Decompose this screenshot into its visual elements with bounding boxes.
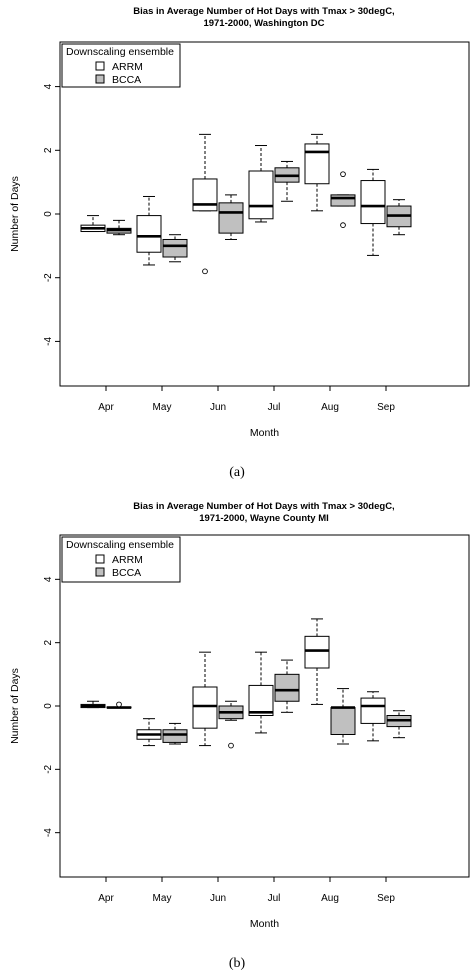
x-tick-label-apr: Apr	[98, 893, 114, 904]
box-arrm-apr	[80, 215, 106, 233]
box-iqr	[304, 635, 330, 669]
x-axis-label: Month	[250, 918, 279, 930]
box-iqr	[248, 684, 274, 717]
legend-frame	[61, 43, 181, 88]
figure-caption: (a)	[229, 465, 245, 480]
legend-label-bcca: BCCA	[112, 74, 141, 86]
box-bcca-sep	[386, 199, 412, 236]
box-bcca-apr	[106, 219, 132, 236]
chart-title-line-2: 1971-2000, Wayne County MI	[199, 513, 329, 524]
legend-frame	[61, 536, 181, 583]
x-tick-label-jun: Jun	[210, 402, 226, 413]
legend-swatch-bcca	[95, 74, 105, 84]
box-arrm-aug	[304, 618, 330, 705]
box-iqr	[304, 143, 330, 185]
x-tick-label-aug: Aug	[321, 893, 339, 904]
box-arrm-jun	[192, 133, 218, 275]
box-bcca-aug	[330, 171, 356, 228]
box-iqr	[360, 180, 386, 225]
box-bcca-aug	[330, 688, 356, 745]
x-tick-label-may: May	[153, 402, 172, 413]
box-bcca-apr	[106, 701, 132, 709]
outlier-point	[340, 222, 346, 228]
figure-caption: (b)	[229, 956, 246, 971]
x-tick-label-sep: Sep	[377, 893, 395, 904]
y-tick-label: -2	[43, 273, 54, 282]
chart-title-line-1: Bias in Average Number of Hot Days with …	[133, 501, 394, 512]
chart-title-line-2: 1971-2000, Washington DC	[203, 18, 324, 29]
box-iqr	[330, 707, 356, 735]
chart-panel-1: Bias in Average Number of Hot Days with …	[9, 6, 470, 480]
box-bcca-jun	[218, 194, 244, 240]
y-tick-label: -4	[43, 337, 54, 346]
y-tick-label: 4	[43, 576, 54, 582]
box-bcca-jul	[274, 160, 300, 202]
x-tick-label-sep: Sep	[377, 402, 395, 413]
y-tick-label: -2	[43, 764, 54, 773]
box-arrm-jun	[192, 651, 218, 747]
legend-label-bcca: BCCA	[112, 567, 141, 579]
box-iqr	[192, 178, 218, 212]
box-arrm-sep	[360, 168, 386, 256]
legend-swatch-arrm	[95, 554, 105, 564]
box-arrm-sep	[360, 691, 386, 742]
outlier-point	[116, 701, 122, 708]
y-tick-label: 2	[43, 639, 54, 645]
outlier-point	[340, 171, 346, 178]
box-bcca-may	[162, 234, 188, 263]
legend-title: Downscaling ensemble	[66, 539, 174, 551]
y-axis-label: Number of Days	[9, 176, 21, 252]
box-iqr	[218, 202, 244, 234]
legend-swatch-arrm	[95, 61, 105, 71]
box-iqr	[192, 686, 218, 729]
x-tick-label-jun: Jun	[210, 893, 226, 904]
box-iqr	[274, 673, 300, 702]
box-bcca-sep	[386, 710, 412, 739]
y-tick-label: 0	[43, 211, 54, 217]
y-tick-label: 4	[43, 83, 54, 89]
y-tick-label: -4	[43, 828, 54, 837]
box-bcca-jul	[274, 659, 300, 713]
chart-title-line-1: Bias in Average Number of Hot Days with …	[133, 6, 394, 17]
x-axis-label: Month	[250, 427, 279, 439]
legend-label-arrm: ARRM	[112, 61, 143, 73]
box-arrm-aug	[304, 133, 330, 212]
x-tick-label-aug: Aug	[321, 402, 339, 413]
box-arrm-apr	[80, 700, 106, 709]
x-tick-label-may: May	[153, 893, 172, 904]
y-tick-label: 0	[43, 703, 54, 709]
box-iqr	[248, 170, 274, 220]
box-iqr	[330, 194, 356, 207]
box-arrm-may	[136, 195, 162, 266]
y-tick-label: 2	[43, 147, 54, 153]
outlier-point	[228, 742, 234, 749]
box-arrm-jul	[248, 651, 274, 734]
box-iqr	[360, 697, 386, 724]
x-tick-label-jul: Jul	[268, 893, 281, 904]
box-iqr	[162, 238, 188, 258]
chart-panel-2: Bias in Average Number of Hot Days with …	[9, 501, 470, 971]
box-arrm-jul	[248, 145, 274, 223]
box-bcca-may	[162, 722, 188, 745]
outlier-point	[202, 268, 208, 275]
legend-swatch-bcca	[95, 567, 105, 577]
box-bcca-jun	[218, 700, 244, 749]
x-tick-label-apr: Apr	[98, 402, 114, 413]
y-axis-label: Number of Days	[9, 668, 21, 744]
x-tick-label-jul: Jul	[268, 402, 281, 413]
box-iqr	[162, 729, 188, 743]
box-arrm-may	[136, 718, 162, 747]
legend-title: Downscaling ensemble	[66, 46, 174, 58]
box-iqr	[136, 215, 162, 253]
legend-label-arrm: ARRM	[112, 554, 143, 566]
